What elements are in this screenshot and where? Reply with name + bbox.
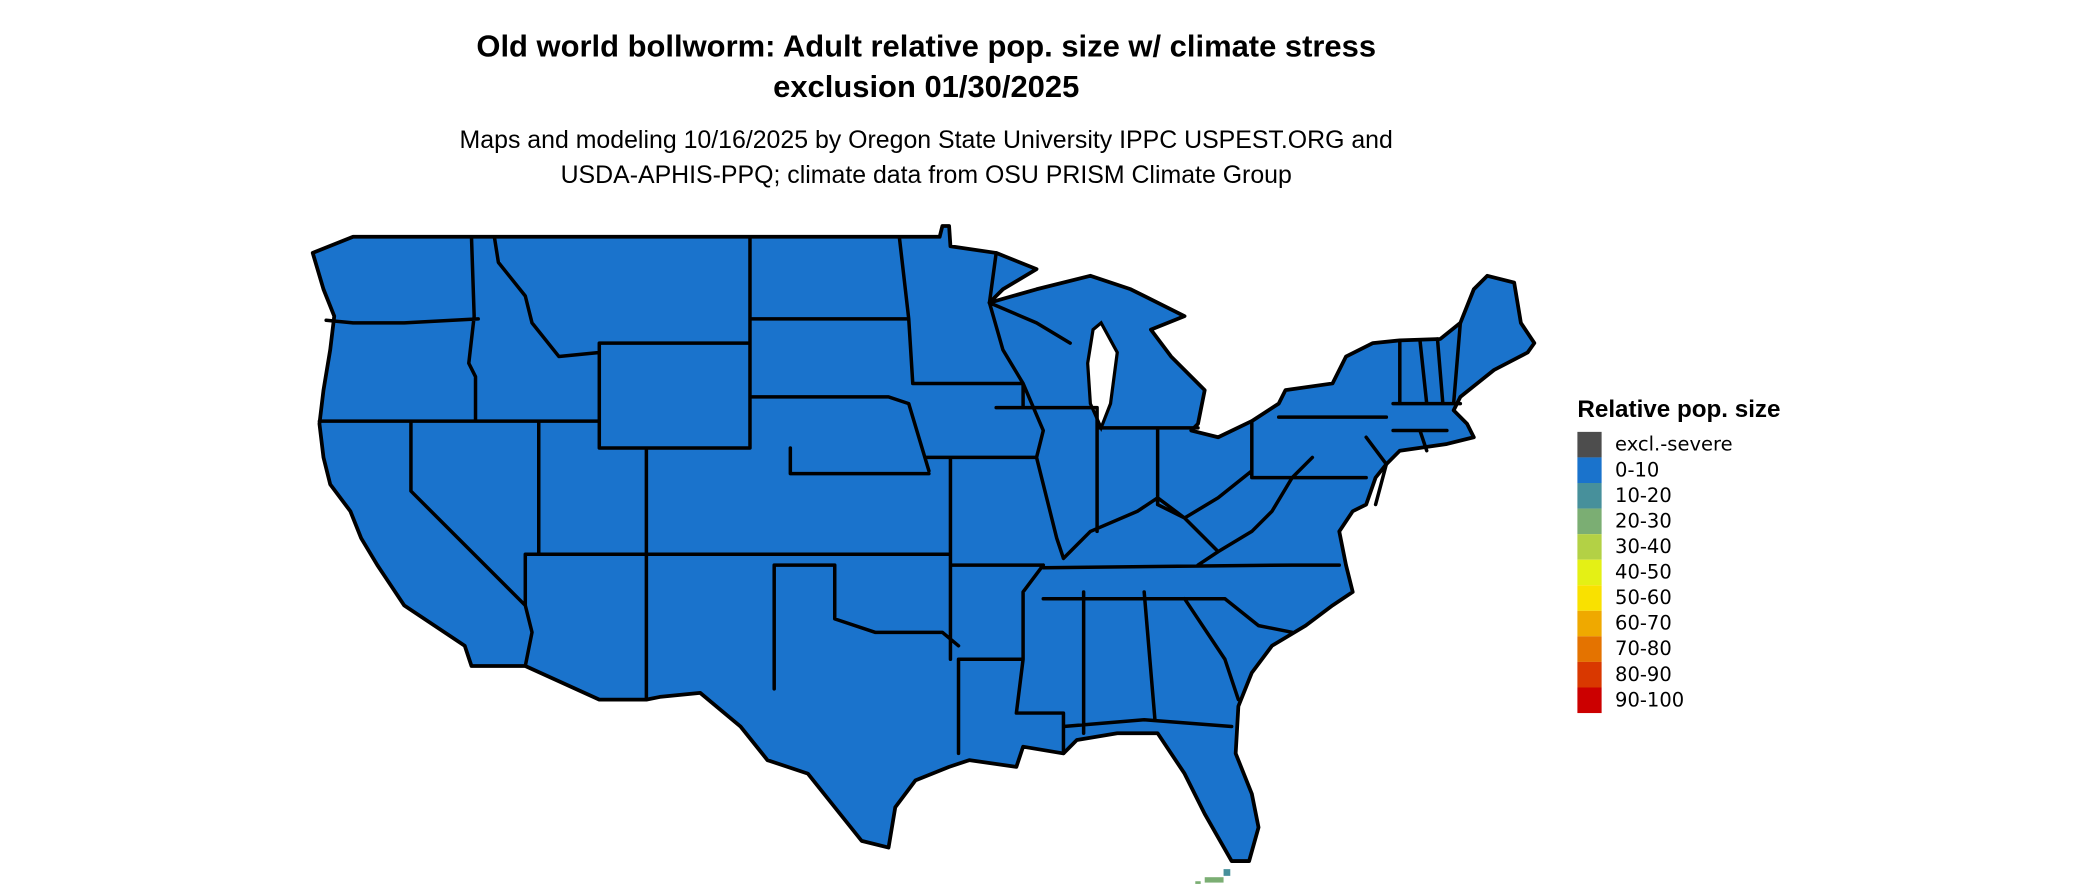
legend-swatch [1577,534,1602,560]
keys-area-20-30 [1204,877,1224,883]
state-boundaries [317,235,1463,756]
title-line-1: Old world bollworm: Adult relative pop. … [476,29,1376,64]
legend-swatch [1577,457,1602,483]
subtitle-line-1: Maps and modeling 10/16/2025 by Oregon S… [460,126,1393,154]
legend-swatch [1577,585,1602,611]
legend-label: 80-90 [1615,663,1672,686]
us-map [310,224,1537,884]
legend-swatch [1577,431,1602,458]
legend-label: 70-80 [1615,637,1672,660]
legend-label: 0-10 [1615,458,1659,481]
coast-area-10-20 [1223,869,1231,876]
legend-label: 60-70 [1615,612,1672,635]
legend-label: 10-20 [1615,484,1672,507]
title-line-2: exclusion 01/30/2025 [773,69,1079,104]
legend-swatch [1577,661,1602,688]
legend-label: 20-30 [1615,509,1672,532]
legend-label: 50-60 [1615,586,1672,609]
legend-swatch [1577,559,1602,586]
keys-area-20-30 [1195,881,1201,884]
florida-keys [1195,869,1231,884]
legend-title: Relative pop. size [1577,396,1780,423]
us-outline [310,224,1537,863]
legend-label: 90-100 [1615,688,1684,711]
legend-label: excl.-severe [1615,433,1733,456]
legend-label: 30-40 [1615,535,1672,558]
subtitle-line-2: USDA-APHIS-PPQ; climate data from OSU PR… [561,161,1292,189]
legend-swatch [1577,610,1602,637]
legend-swatch [1577,636,1602,662]
legend-label: 40-50 [1615,561,1672,584]
legend-swatch [1577,508,1602,535]
legend-swatch [1577,687,1602,714]
legend-swatch [1577,482,1602,509]
